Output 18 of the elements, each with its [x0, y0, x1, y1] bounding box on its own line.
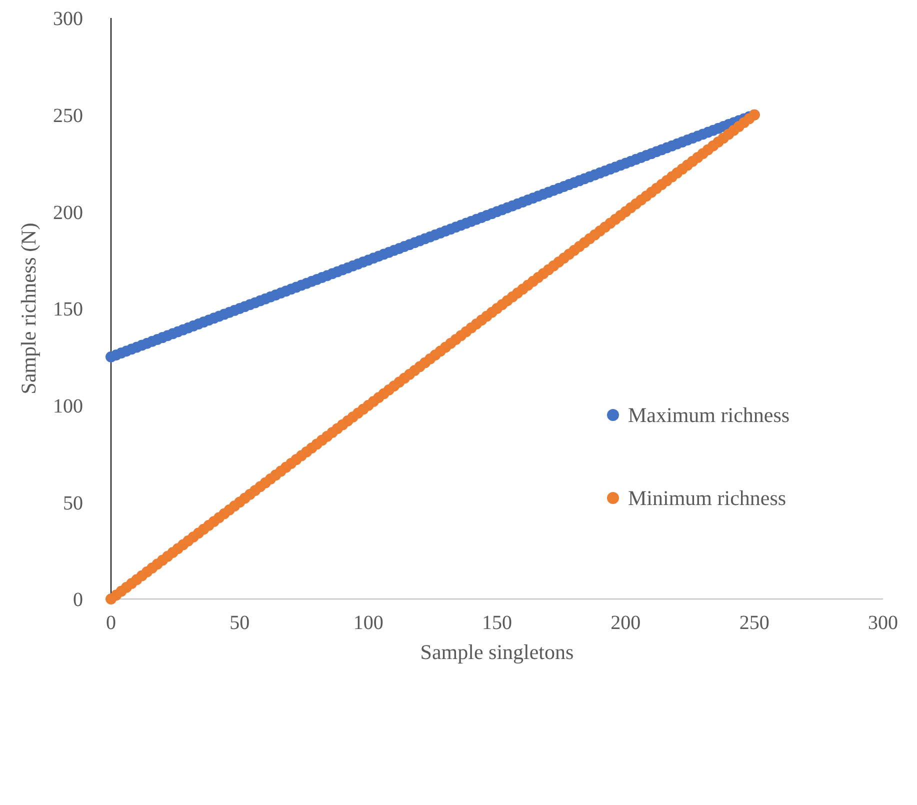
x-tick-label: 0	[106, 612, 116, 634]
x-tick-label: 150	[482, 612, 512, 634]
y-tick-label: 250	[53, 104, 83, 127]
x-tick-label: 250	[739, 612, 770, 634]
y-tick-label: 200	[53, 202, 83, 224]
x-tick-label: 300	[868, 612, 898, 634]
x-tick-label: 200	[610, 612, 641, 634]
y-tick-label: 300	[53, 8, 83, 30]
legend-label: Maximum richness	[628, 402, 790, 428]
y-tick-label: 100	[53, 395, 83, 418]
y-tick-label: 150	[53, 298, 83, 321]
y-axis-title: Sample richness (N)	[16, 222, 40, 394]
x-tick-label: 100	[353, 612, 384, 634]
x-axis-title: Sample singletons	[420, 640, 574, 664]
y-tick-label: 50	[63, 492, 83, 514]
y-tick-label: 0	[73, 589, 83, 612]
x-tick-label: 50	[230, 612, 250, 634]
legend-label: Minimum richness	[628, 486, 786, 510]
